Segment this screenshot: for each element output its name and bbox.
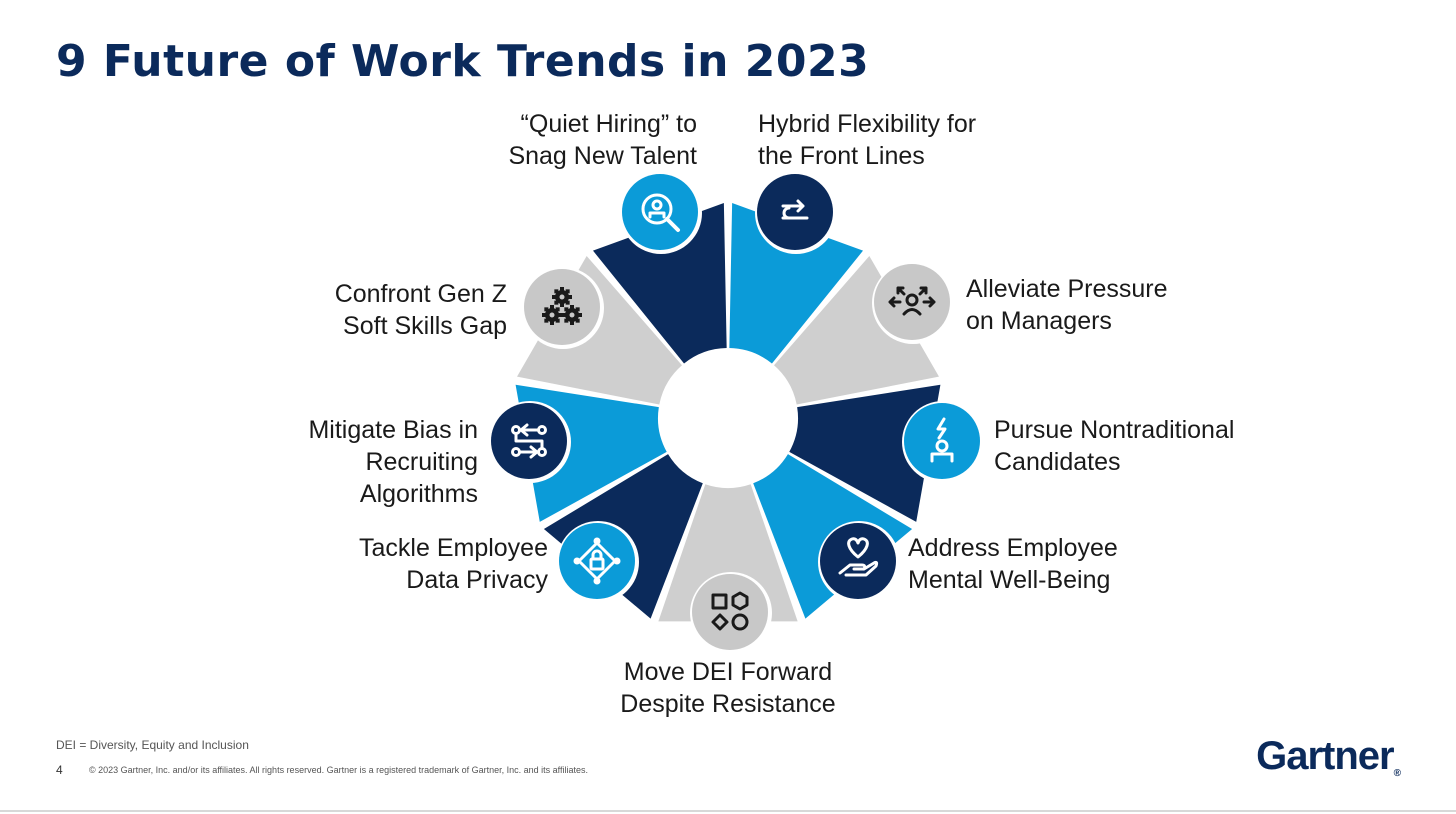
bottom-divider [0,810,1456,812]
lock-network-icon [573,537,621,585]
footnote: DEI = Diversity, Equity and Inclusion [56,738,249,752]
trend-label-alleviate-pressure: Alleviate Pressure on Managers [966,275,1168,335]
trend-label-mitigate-bias: Mitigate Bias in Recruiting Algorithms [308,416,478,508]
slide-title: 9 Future of Work Trends in 2023 [56,36,870,87]
trend-label-dei-forward: Move DEI Forward Despite Resistance [620,658,836,718]
wheel-segment [789,384,941,522]
shapes-icon [711,591,749,631]
wheel-segment [774,255,939,405]
gartner-logo: Gartner® [1256,734,1401,779]
heart-hand-icon [838,537,879,577]
trend-label-quiet-hiring: “Quiet Hiring” to Snag New Talent [508,110,697,170]
candidate-spark-icon [930,417,954,463]
trend-label-hybrid-flexibility: Hybrid Flexibility for the Front Lines [758,110,977,170]
icon-badge [559,523,635,599]
wheel-center [659,349,797,487]
route-arrows-icon [781,199,809,220]
icon-badge [820,523,896,599]
algorithm-flow-icon [511,423,547,459]
trend-label-nontraditional-candidates: Pursue Nontraditional Candidates [994,416,1235,476]
copyright-notice: © 2023 Gartner, Inc. and/or its affiliat… [89,765,589,775]
wheel-segment [592,203,727,364]
wheel-segment [517,255,682,405]
icon-badge [757,174,833,250]
manager-pressure-icon [888,286,936,316]
wheel-segment [729,203,864,364]
icon-badge [874,264,950,340]
trend-label-mental-wellbeing: Address Employee Mental Well-Being [908,534,1118,594]
trend-label-gen-z-soft-skills: Confront Gen Z Soft Skills Gap [334,280,507,340]
wheel-segment [658,484,798,622]
page-number: 4 [56,763,63,777]
search-person-icon [641,193,680,232]
icon-badge [692,574,768,650]
gears-icon [542,287,582,325]
trend-label-data-privacy: Tackle Employee Data Privacy [359,534,548,594]
